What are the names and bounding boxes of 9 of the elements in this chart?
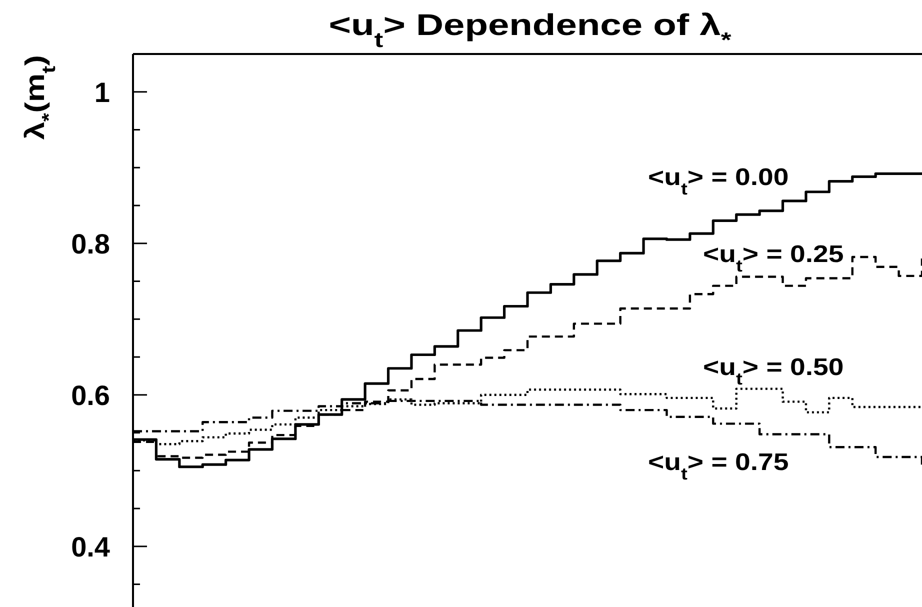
series-label: <u$_{t}$> = 0.00 (648, 164, 789, 198)
y-tick-label: 0.8 (71, 228, 110, 260)
y-tick-label: 1 (94, 76, 110, 108)
y-tick-label: 0.4 (71, 531, 110, 562)
chart-title: <u$_{t}$> Dependence of λ$_{*}$ (328, 8, 732, 52)
series-label: <u$_{t}$> = 0.50 (703, 354, 844, 388)
series-label: <u$_{t}$> = 0.75 (648, 450, 789, 483)
y-tick-label: 0.6 (71, 380, 110, 411)
series-label: <u$_{t}$> = 0.25 (703, 242, 844, 275)
